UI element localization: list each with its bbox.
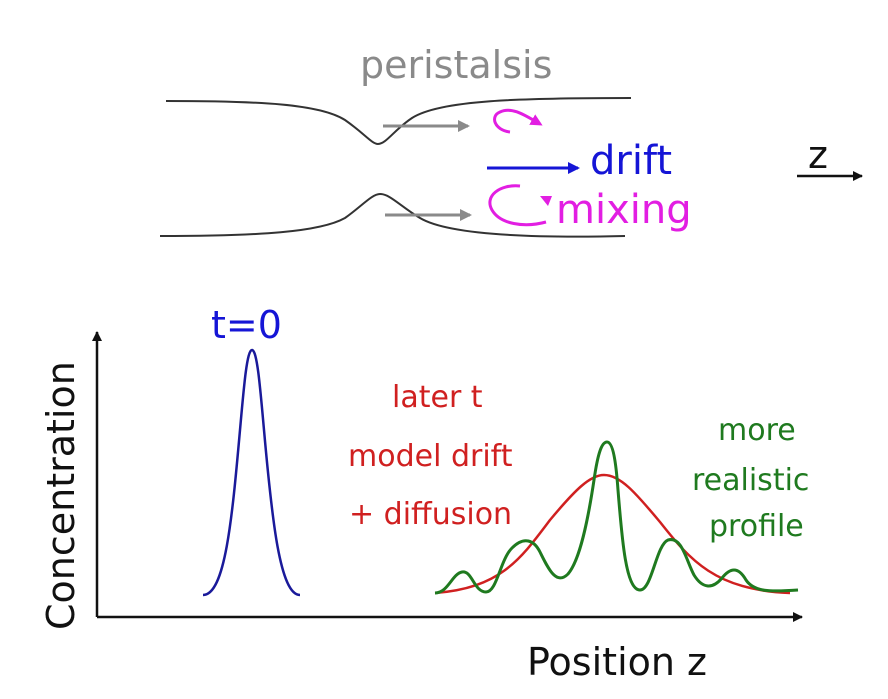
x-axis-label: Position z [527,640,707,684]
model-drift-label: model drift [348,439,513,474]
mixing-swirl-upper-icon [493,108,543,134]
plus-diffusion-label: + diffusion [349,497,512,532]
t0-label: t=0 [211,303,282,347]
realistic-profile-curve [434,440,799,595]
drift-label: drift [590,138,672,184]
mixing-swirl-lower-arrowhead [540,196,552,206]
later-t-label: later t [392,380,483,415]
t0-gaussian-curve [202,348,301,597]
y-axis-label: Concentration [39,361,83,630]
peristalsis-label: peristalsis [360,43,552,87]
tube-upper-wall [165,97,632,146]
mixing-swirl-lower-icon [488,184,547,227]
profile-label: profile [709,509,804,544]
realistic-label: realistic [692,463,809,498]
mixing-label: mixing [556,187,692,233]
more-label: more [718,413,796,448]
tube-lower-wall [159,192,626,238]
model-drift-diffusion-curve [434,473,791,595]
z-direction-label: z [808,133,828,177]
